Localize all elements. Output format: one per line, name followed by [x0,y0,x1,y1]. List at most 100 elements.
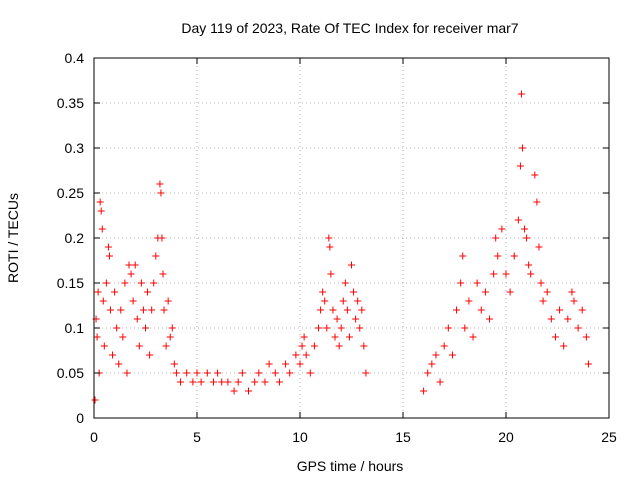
data-point [327,270,335,278]
data-point [93,333,101,341]
data-point [444,324,452,332]
data-point [245,387,252,395]
data-point [537,279,545,287]
data-point [494,252,502,260]
y-axis-label: ROTI / TECUs [5,193,21,283]
x-tick-label: 15 [395,429,411,445]
data-point [292,351,300,359]
data-point [282,360,290,368]
data-point [453,306,461,314]
data-point [203,369,211,377]
data-point [560,342,568,350]
data-point [326,243,334,251]
data-point [197,378,205,386]
data-point [189,378,197,386]
data-point [510,252,518,260]
data-point [517,90,525,98]
data-point [298,342,306,350]
y-tick-label: 0.1 [65,320,85,336]
data-point [477,306,485,314]
data-point [142,324,149,332]
data-point [352,315,360,323]
grid-lines [94,58,609,418]
data-point [158,234,166,242]
data-point [436,378,444,386]
data-point [584,360,592,368]
data-point [498,225,506,233]
data-point [106,306,114,314]
data-point [543,288,551,296]
data-point [150,279,158,287]
data-point [319,288,327,296]
data-point [209,378,217,386]
y-tick-label: 0 [76,410,84,426]
data-point [98,225,106,233]
data-point [133,315,141,323]
data-point [121,279,129,287]
data-point [459,252,467,260]
data-point [306,369,314,377]
data-point [570,297,578,305]
data-point [432,351,440,359]
data-point [159,270,167,278]
data-point [275,378,283,386]
data-point [465,297,473,305]
data-point [109,351,117,359]
data-point [424,369,432,377]
data-point [533,198,541,206]
data-point [265,360,273,368]
x-tick-label: 10 [292,429,308,445]
data-point [481,288,489,296]
data-point [91,396,99,404]
data-point [224,378,232,386]
data-point [317,306,325,314]
data-point [350,288,358,296]
data-point [102,279,110,287]
data-point [345,333,353,341]
data-point [333,315,341,323]
data-point [448,351,456,359]
data-point [286,369,294,377]
data-point [339,297,347,305]
data-point [574,324,582,332]
data-point [516,162,524,170]
data-point [521,225,529,233]
data-point [218,378,226,386]
data-point [302,351,310,359]
data-point [251,378,259,386]
y-tick-label: 0.4 [65,50,85,66]
data-point [129,297,137,305]
data-point [131,261,139,269]
data-point [105,252,113,260]
data-point [564,315,572,323]
data-point [119,333,127,341]
data-point [356,324,364,332]
data-point [125,261,133,269]
data-point [492,234,500,242]
data-point [160,306,168,314]
data-point [325,234,333,242]
chart-title: Day 119 of 2023, Rate Of TEC Index for r… [181,20,518,36]
data-point [490,270,498,278]
data-point [531,171,539,179]
data-point [323,324,331,332]
data-point [547,315,555,323]
data-point [428,360,436,368]
data-point [321,297,329,305]
data-point [300,333,308,341]
y-tick-label: 0.3 [65,140,85,156]
data-point [341,279,349,287]
data-point [539,297,547,305]
data-point [343,306,351,314]
data-point [486,315,494,323]
data-point [261,378,269,386]
data-point [523,234,531,242]
data-point [162,342,170,350]
data-point [96,198,104,206]
data-point [518,144,526,152]
data-point [525,261,533,269]
y-tick-label: 0.25 [57,185,84,201]
data-point [164,297,172,305]
y-tick-label: 0.2 [65,230,85,246]
